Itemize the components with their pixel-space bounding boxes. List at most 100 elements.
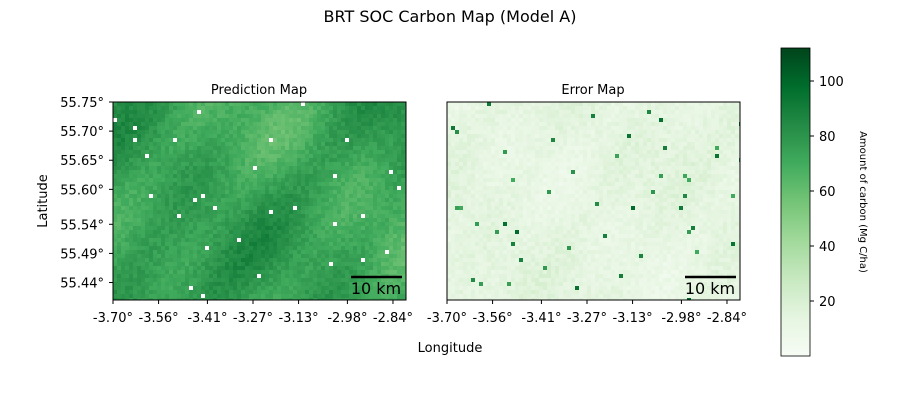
raster-cell xyxy=(451,114,456,119)
raster-cell xyxy=(289,178,294,183)
raster-cell xyxy=(189,170,194,175)
raster-cell xyxy=(373,234,378,239)
raster-cell xyxy=(385,130,390,135)
raster-cell xyxy=(719,166,724,171)
raster-cell xyxy=(221,174,226,179)
raster-cell xyxy=(695,158,700,163)
raster-cell xyxy=(325,230,330,235)
raster-cell xyxy=(157,114,162,119)
raster-cell xyxy=(309,282,314,287)
raster-cell xyxy=(683,118,688,123)
raster-cell xyxy=(189,294,194,299)
raster-cell xyxy=(141,230,146,235)
raster-cell xyxy=(245,290,250,295)
raster-cell xyxy=(535,166,540,171)
raster-cell xyxy=(177,182,182,187)
raster-cell xyxy=(627,114,632,119)
raster-cell xyxy=(639,142,644,147)
raster-cell xyxy=(281,198,286,203)
raster-cell xyxy=(221,134,226,139)
raster-cell xyxy=(113,250,118,255)
raster-cell xyxy=(595,110,600,115)
raster-cell xyxy=(125,126,130,131)
raster-cell xyxy=(141,266,146,271)
raster-cell xyxy=(349,118,354,123)
raster-cell xyxy=(655,114,660,119)
raster-cell xyxy=(719,154,724,159)
raster-cell xyxy=(447,146,452,151)
raster-cell xyxy=(385,134,390,139)
raster-cell xyxy=(401,222,406,227)
raster-cell xyxy=(133,214,138,219)
raster-cell xyxy=(233,162,238,167)
raster-cell xyxy=(173,206,178,211)
raster-cell xyxy=(301,106,306,111)
raster-cell xyxy=(229,130,234,135)
raster-cell xyxy=(185,166,190,171)
raster-cell xyxy=(285,134,290,139)
raster-cell xyxy=(209,174,214,179)
raster-cell xyxy=(169,106,174,111)
raster-cell xyxy=(401,234,406,239)
raster-cell xyxy=(117,258,122,263)
raster-cell xyxy=(333,226,338,231)
raster-cell xyxy=(113,238,118,243)
raster-cell xyxy=(591,154,596,159)
raster-cell xyxy=(381,278,386,283)
raster-cell xyxy=(381,106,386,111)
raster-cell xyxy=(631,126,636,131)
raster-cell xyxy=(643,142,648,147)
raster-cell xyxy=(325,146,330,151)
raster-cell xyxy=(583,138,588,143)
raster-cell xyxy=(467,110,472,115)
raster-cell xyxy=(499,138,504,143)
raster-cell xyxy=(141,294,146,299)
raster-cell xyxy=(377,234,382,239)
raster-cell xyxy=(149,110,154,115)
raster-cell xyxy=(731,154,736,159)
raster-cell xyxy=(205,154,210,159)
raster-cell xyxy=(703,142,708,147)
raster-cell xyxy=(145,182,150,187)
raster-cell xyxy=(337,158,342,163)
raster-cell xyxy=(233,202,238,207)
raster-cell xyxy=(447,102,452,107)
raster-cell xyxy=(341,118,346,123)
raster-cell xyxy=(401,150,406,155)
raster-cell xyxy=(341,262,346,267)
raster-cell xyxy=(257,190,262,195)
raster-cell xyxy=(121,170,126,175)
raster-cell xyxy=(189,266,194,271)
raster-cell xyxy=(579,154,584,159)
raster-cell xyxy=(161,182,166,187)
raster-cell xyxy=(157,186,162,191)
raster-cell xyxy=(241,178,246,183)
raster-cell xyxy=(221,282,226,287)
raster-cell xyxy=(337,218,342,223)
raster-cell xyxy=(157,118,162,123)
raster-cell xyxy=(265,146,270,151)
raster-cell xyxy=(531,122,536,127)
raster-cell xyxy=(301,126,306,131)
raster-cell xyxy=(345,142,350,147)
raster-cell xyxy=(189,298,194,300)
raster-cell xyxy=(623,142,628,147)
raster-cell xyxy=(169,190,174,195)
raster-cell xyxy=(233,218,238,223)
raster-cell xyxy=(261,214,266,219)
raster-cell xyxy=(293,278,298,283)
raster-cell xyxy=(483,134,488,139)
raster-cell xyxy=(229,174,234,179)
raster-cell xyxy=(361,258,366,263)
raster-cell xyxy=(277,146,282,151)
raster-cell xyxy=(309,214,314,219)
raster-cell xyxy=(141,130,146,135)
raster-cell xyxy=(365,142,370,147)
raster-cell xyxy=(535,122,540,127)
raster-cell xyxy=(337,198,342,203)
raster-cell xyxy=(483,158,488,163)
raster-cell xyxy=(345,174,350,179)
raster-cell xyxy=(471,142,476,147)
raster-cell xyxy=(133,270,138,275)
raster-cell xyxy=(257,274,262,279)
